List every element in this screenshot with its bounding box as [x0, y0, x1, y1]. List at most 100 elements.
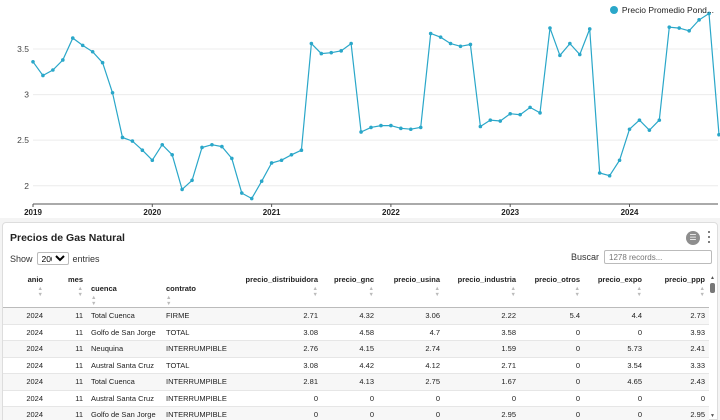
table-row[interactable]: 2024 11 Golfo de San Jorge INTERRUMPIBLE 0 0 0… — [3, 406, 709, 420]
column-header-precio-expo[interactable]: precio_expo ▲ ▼ — [584, 273, 646, 308]
data-point — [488, 118, 493, 122]
cell-cuenca: Austral Santa Cruz — [87, 357, 162, 374]
x-tick-label: 2020 — [143, 208, 161, 217]
data-point — [279, 158, 284, 163]
cell-precio-gnc: 4.42 — [322, 357, 378, 374]
cell-cuenca: Total Cuenca — [87, 307, 162, 325]
data-point — [31, 59, 35, 64]
data-point — [587, 27, 592, 31]
column-header-contrato[interactable]: contrato ▲ ▼ — [162, 273, 234, 308]
data-point — [687, 28, 691, 33]
column-header-label: precio_usina — [393, 275, 440, 284]
cell-precio-gnc: 4.58 — [322, 324, 378, 341]
cell-mes: 11 — [47, 357, 87, 374]
cell-anio: 2024 — [3, 307, 47, 325]
cell-precio-industria: 1.67 — [444, 373, 520, 391]
data-point — [428, 31, 433, 36]
table-row[interactable]: 2024 11 Total Cuenca FIRME 2.71 4.32 3.06 2.22 5… — [3, 307, 709, 325]
data-point — [528, 105, 532, 110]
sort-icon[interactable]: ▲ ▼ — [37, 286, 43, 298]
cell-precio-expo: 0 — [584, 324, 646, 341]
data-point — [637, 118, 642, 122]
cell-precio-distribuidora: 0 — [234, 390, 322, 407]
column-header-precio-ppp[interactable]: precio_ppp ▲ ▼ — [646, 273, 709, 308]
column-header-label: precio_expo — [597, 275, 642, 284]
column-header-precio-industria[interactable]: precio_industria ▲ ▼ — [444, 273, 520, 308]
cell-precio-distribuidora: 2.81 — [234, 373, 322, 391]
table-row[interactable]: 2024 11 Austral Santa Cruz TOTAL 3.08 4.42 4.1… — [3, 357, 709, 374]
data-point — [448, 41, 453, 46]
cell-precio-otros: 0 — [520, 373, 584, 391]
sort-icon[interactable]: ▲ ▼ — [636, 286, 642, 298]
table-row[interactable]: 2024 11 Golfo de San Jorge TOTAL 3.08 4.58 4.7… — [3, 324, 709, 341]
sort-icon[interactable]: ▲ ▼ — [312, 286, 318, 298]
data-point — [289, 152, 294, 157]
cell-precio-expo: 3.54 — [584, 357, 646, 374]
x-tick-label: 2022 — [382, 208, 400, 217]
data-point — [617, 158, 622, 163]
data-point — [697, 18, 701, 22]
data-point — [339, 49, 343, 53]
cell-contrato: INTERRUMPIBLE — [162, 373, 234, 391]
cell-anio: 2024 — [3, 406, 47, 420]
data-table-container: anio ▲ ▼ mes ▲ ▼ cuenca ▲ ▼ contrato ▲ ▼ precio_… — [3, 273, 717, 420]
show-label: Show — [10, 253, 33, 264]
data-point — [478, 124, 483, 129]
chart-legend[interactable]: Precio Promedio Pond... — [609, 5, 714, 15]
sort-icon[interactable]: ▲ ▼ — [77, 286, 83, 298]
data-point — [677, 26, 682, 30]
data-point — [170, 152, 174, 157]
cell-precio-gnc: 0 — [322, 406, 378, 420]
search-input[interactable] — [604, 250, 712, 264]
column-header-precio-usina[interactable]: precio_usina ▲ ▼ — [378, 273, 444, 308]
cell-precio-usina: 3.06 — [378, 307, 444, 325]
column-header-anio[interactable]: anio ▲ ▼ — [3, 273, 47, 308]
entries-label: entries — [72, 253, 100, 264]
sort-icon[interactable]: ▲ ▼ — [368, 286, 374, 298]
cell-precio-gnc: 4.15 — [322, 340, 378, 358]
table-row[interactable]: 2024 11 Austral Santa Cruz INTERRUMPIBLE 0 0 0… — [3, 390, 709, 407]
data-point — [647, 128, 652, 132]
panel-title: Precios de Gas Natural — [10, 232, 125, 244]
column-header-mes[interactable]: mes ▲ ▼ — [47, 273, 87, 308]
cell-precio-industria: 3.58 — [444, 324, 520, 341]
cell-precio-otros: 0 — [520, 324, 584, 341]
cell-mes: 11 — [47, 406, 87, 420]
cell-precio-gnc: 4.13 — [322, 373, 378, 391]
sort-icon[interactable]: ▲ ▼ — [574, 286, 580, 298]
column-header-label: precio_gnc — [333, 275, 374, 284]
data-point — [110, 90, 115, 95]
sort-icon[interactable]: ▲ ▼ — [699, 286, 705, 298]
data-point — [667, 25, 672, 29]
cell-contrato: INTERRUMPIBLE — [162, 390, 234, 407]
column-header-label: anio — [27, 275, 43, 284]
scrollbar-thumb[interactable] — [710, 283, 715, 293]
y-tick-label: 2.5 — [17, 135, 29, 145]
scroll-down-icon[interactable]: ▼ — [710, 413, 715, 419]
x-tick-label: 2021 — [263, 208, 281, 217]
sort-icon[interactable]: ▲ ▼ — [434, 286, 440, 298]
column-header-precio-distribuidora[interactable]: precio_distribuidora ▲ ▼ — [234, 273, 322, 308]
scroll-up-icon[interactable]: ▲ — [710, 275, 715, 281]
sort-icon[interactable]: ▲ ▼ — [510, 286, 516, 298]
column-header-precio-otros[interactable]: precio_otros ▲ ▼ — [520, 273, 584, 308]
column-header-precio-gnc[interactable]: precio_gnc ▲ ▼ — [322, 273, 378, 308]
cell-precio-otros: 0 — [520, 357, 584, 374]
filter-icon[interactable]: ☰ — [686, 231, 700, 245]
sort-icon[interactable]: ▲ ▼ — [91, 295, 97, 307]
kebab-menu-icon[interactable] — [706, 230, 712, 244]
cell-precio-gnc: 0 — [322, 390, 378, 407]
cell-precio-usina: 0 — [378, 390, 444, 407]
table-scrollbar[interactable]: ▲ ▼ — [709, 275, 716, 419]
data-point — [140, 148, 145, 153]
cell-precio-ppp: 2.43 — [646, 373, 709, 391]
sort-icon[interactable]: ▲ ▼ — [166, 295, 172, 307]
data-point — [568, 41, 572, 46]
table-row[interactable]: 2024 11 Neuquina INTERRUMPIBLE 2.76 4.15 2.74 1… — [3, 340, 709, 358]
data-point — [508, 111, 512, 116]
column-header-cuenca[interactable]: cuenca ▲ ▼ — [87, 273, 162, 308]
table-row[interactable]: 2024 11 Total Cuenca INTERRUMPIBLE 2.81 4.13 2… — [3, 373, 709, 391]
cell-precio-distribuidora: 2.71 — [234, 307, 322, 325]
page-length-select[interactable]: 200 — [36, 252, 69, 265]
cell-precio-expo: 0 — [584, 406, 646, 420]
